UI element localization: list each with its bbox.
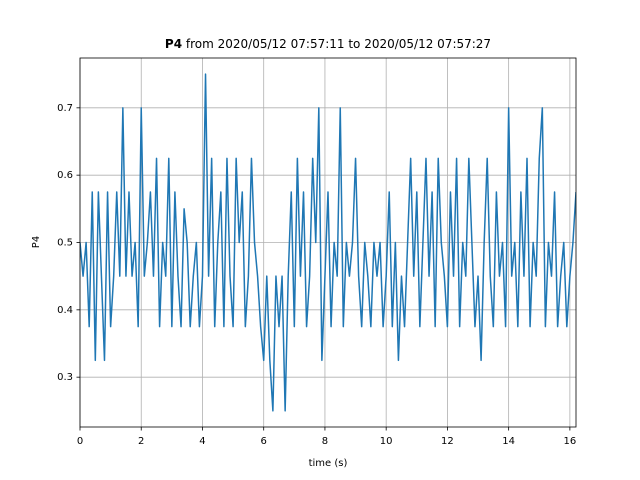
y-tick-label: 0.3: [57, 372, 73, 383]
x-tick-label: 0: [77, 436, 83, 447]
x-tick-label: 10: [380, 436, 393, 447]
x-tick-label: 2: [138, 436, 144, 447]
x-tick-label: 12: [441, 436, 454, 447]
x-axis-label: time (s): [309, 458, 348, 469]
x-tick-label: 14: [502, 436, 515, 447]
title-bold: P4: [165, 37, 182, 51]
title-text: from 2020/05/12 07:57:11 to 2020/05/12 0…: [186, 37, 491, 51]
x-tick-label: 8: [322, 436, 328, 447]
x-tick-label: 16: [564, 436, 577, 447]
chart-title: P4 from 2020/05/12 07:57:11 to 2020/05/1…: [165, 37, 491, 51]
y-tick-label: 0.4: [57, 305, 73, 316]
y-tick-label: 0.5: [57, 238, 73, 249]
y-tick-label: 0.6: [57, 170, 73, 181]
plot-frame: [79, 57, 577, 428]
y-tick-label: 0.7: [57, 103, 73, 114]
x-tick-label: 4: [199, 436, 205, 447]
y-axis-label: P4: [31, 236, 42, 248]
line-series: [80, 73, 576, 412]
x-tick-label: 6: [261, 436, 267, 447]
